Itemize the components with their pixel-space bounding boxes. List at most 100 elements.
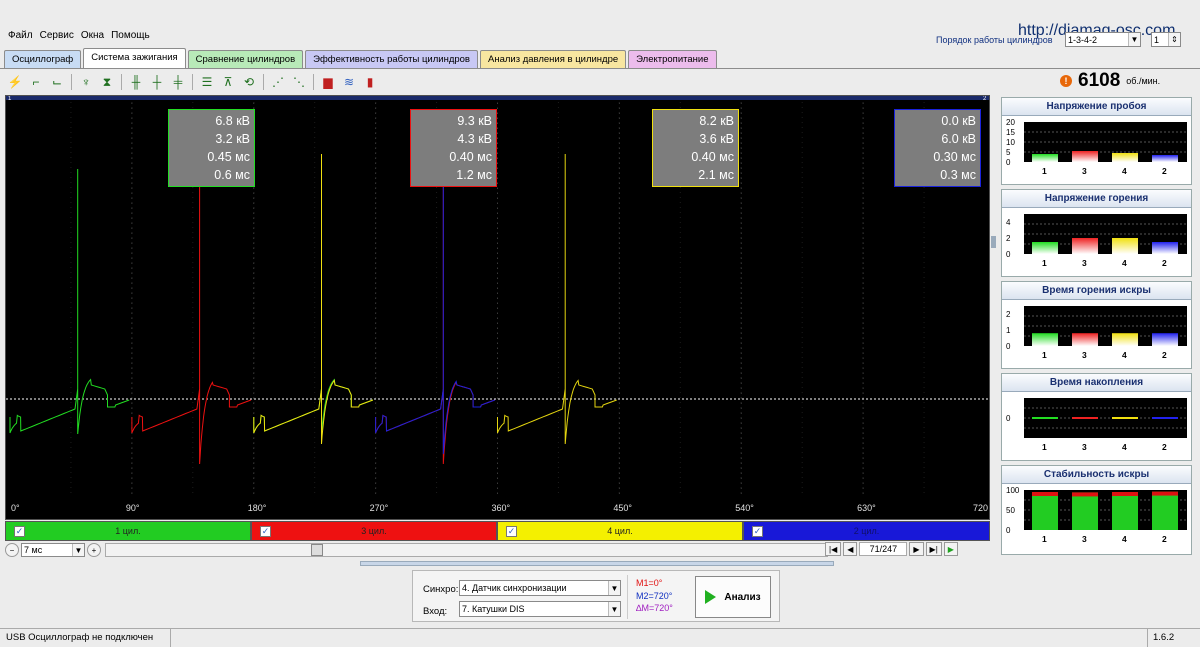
stat-ytick: 0 [1006, 342, 1011, 351]
rpm-indicator: ! 6108 об./мин. [1060, 70, 1160, 92]
play-button[interactable]: ▶ [943, 542, 958, 556]
tab-2[interactable]: Сравнение цилиндров [187, 50, 304, 68]
horizontal-scrollbar[interactable] [105, 543, 828, 557]
scope-side-handle[interactable] [991, 236, 996, 248]
cylinder-value: 0.0 кВ [941, 113, 976, 128]
menu-item[interactable]: Окна [80, 30, 105, 41]
chevron-down-icon: ▼ [608, 581, 620, 595]
spark-wave-icon[interactable]: ⚡ [7, 75, 23, 89]
waveform-cylinder-2 [253, 154, 374, 445]
x-tick-label: 450° [613, 503, 632, 513]
loop-icon[interactable]: ⟲ [243, 75, 255, 89]
cylinder-values-box: 0.0 кВ 6.0 кВ 0.30 мс 0.3 мс [894, 109, 981, 187]
tab-1[interactable]: Система зажигания [83, 48, 186, 68]
cylinder-value: 0.6 мс [214, 167, 250, 182]
cylinder-label: 3 цил. [361, 526, 387, 536]
waveform-plot[interactable]: 1 2 0° 90° 180° 270° 360° 450° 540° 630° 720 [6, 96, 989, 519]
cylinder-toggle-0[interactable]: ✓ 1 цил. [5, 521, 251, 541]
cylinder-value: 9.3 кВ [457, 113, 492, 128]
probe-icon[interactable]: ♆ [81, 75, 91, 89]
rising-edge-icon[interactable]: ⌐ [32, 75, 40, 89]
stat-category: 3 [1082, 166, 1087, 176]
cylinder-value: 0.45 мс [207, 149, 250, 164]
menu-item[interactable]: Файл [8, 30, 33, 41]
scroll-thumb[interactable] [311, 544, 323, 556]
sync-select[interactable]: 4. Датчик синхронизации ▼ [459, 580, 621, 596]
play-icon [705, 590, 717, 604]
zoom-in-icon[interactable]: + [87, 543, 101, 557]
stat-bar [1032, 492, 1058, 530]
trigger-icon[interactable]: ⊼ [223, 75, 233, 89]
stat-ytick: 0 [1006, 250, 1011, 259]
stat-bar-top [1072, 492, 1098, 497]
cylinder-value: 3.2 кВ [215, 131, 250, 146]
oscilloscope-view[interactable]: 1 2 0° 90° 180° 270° 360° 450° 540° 630° 720 6.8 к… [5, 95, 996, 520]
cursor-pair-icon[interactable]: ┼ [152, 75, 162, 89]
menu-item[interactable]: Помощь [111, 30, 150, 41]
tab-5[interactable]: Электропитание [628, 50, 717, 68]
input-select[interactable]: 7. Катушки DIS ▼ [459, 601, 621, 617]
zoom-out-icon[interactable]: − [5, 543, 19, 557]
last-frame-button[interactable]: ▶| [925, 542, 942, 556]
menu-bar: Файл Сервис Окна Помощь [0, 30, 150, 46]
check-icon[interactable]: ✓ [260, 525, 271, 537]
tab-4[interactable]: Анализ давления в цилиндре [479, 50, 627, 68]
bar-red-icon[interactable]: ▆ [323, 75, 333, 89]
cylinder-spin[interactable]: 1 ⇕ [1151, 32, 1181, 47]
stat-category: 4 [1122, 534, 1127, 544]
waveform-cylinder-1 [131, 114, 252, 465]
version-label: 1.6.2 [1153, 632, 1175, 643]
check-icon[interactable]: ✓ [752, 525, 763, 537]
counter-icon[interactable]: ⧗ [102, 74, 112, 89]
cylinder-label: 1 цил. [115, 526, 141, 536]
x-tick-label: 0° [11, 503, 20, 513]
tab-bar: Осциллограф Система зажигания Сравнение ци… [4, 48, 717, 68]
m2-value: M2=720° [636, 590, 673, 601]
list-icon[interactable]: ☰ [201, 75, 213, 89]
cylinder-value: 2.1 мс [698, 167, 734, 182]
multi-wave-icon[interactable]: ╫ [131, 75, 141, 89]
cursor-split-icon[interactable]: ╪ [173, 75, 183, 89]
time-scale-value: 7 мс [24, 545, 43, 555]
check-icon[interactable]: ✓ [14, 525, 25, 537]
first-frame-button[interactable]: |◀ [825, 542, 842, 556]
stat-bar [1152, 155, 1178, 162]
firing-order-select[interactable]: 1-3-4-2 ▼ [1065, 32, 1141, 47]
zoom-wave-alt-icon[interactable]: ⋱ [293, 75, 305, 89]
frame-indicator: 71/247 [859, 542, 908, 556]
zoom-wave-icon[interactable]: ⋰ [272, 75, 284, 89]
prev-frame-button[interactable]: ◀ [843, 542, 858, 556]
analyze-button[interactable]: Анализ [695, 576, 771, 618]
time-scale-select[interactable]: 7 мс ▼ [21, 543, 85, 557]
next-frame-button[interactable]: ▶ [909, 542, 924, 556]
stat-bar-top [1032, 492, 1058, 496]
waves-icon[interactable]: ≋ [343, 75, 355, 89]
menu-item[interactable]: Сервис [39, 30, 74, 41]
delta-m-value: ∆M=720° [636, 603, 673, 613]
sync-value: 4. Датчик синхронизации [462, 583, 567, 593]
cylinder-toggle-1[interactable]: ✓ 3 цил. [251, 521, 497, 541]
tab-0[interactable]: Осциллограф [4, 50, 82, 68]
cylinder-toggle-3[interactable]: ✓ 2 цил. [743, 521, 990, 541]
stat-panel-title: Напряжение пробоя [1002, 98, 1191, 116]
marker-track [6, 96, 989, 100]
stat-bar [1032, 333, 1058, 346]
waveform-cylinder-3 [375, 109, 495, 455]
stat-ytick: 20 [1006, 118, 1015, 127]
falling-edge-icon[interactable]: ⌙ [51, 75, 63, 89]
stat-category: 1 [1042, 350, 1047, 360]
cylinder-toggle-2[interactable]: ✓ 4 цил. [497, 521, 743, 541]
tab-3[interactable]: Эффективность работы цилиндров [305, 50, 478, 68]
stat-category: 4 [1122, 166, 1127, 176]
marker-m1[interactable]: 1 [8, 96, 12, 102]
marker-m2[interactable]: 2 [983, 96, 987, 102]
x-tick-label: 360° [492, 503, 511, 513]
stat-category: 4 [1122, 258, 1127, 268]
stat-bar [1032, 242, 1058, 254]
analyze-label: Анализ [724, 591, 761, 603]
splitter-handle[interactable] [360, 561, 834, 566]
bar-chart-icon[interactable]: ▮ [366, 75, 374, 89]
stat-bar [1112, 238, 1138, 254]
chevron-down-icon: ▼ [72, 544, 84, 556]
check-icon[interactable]: ✓ [506, 525, 517, 537]
